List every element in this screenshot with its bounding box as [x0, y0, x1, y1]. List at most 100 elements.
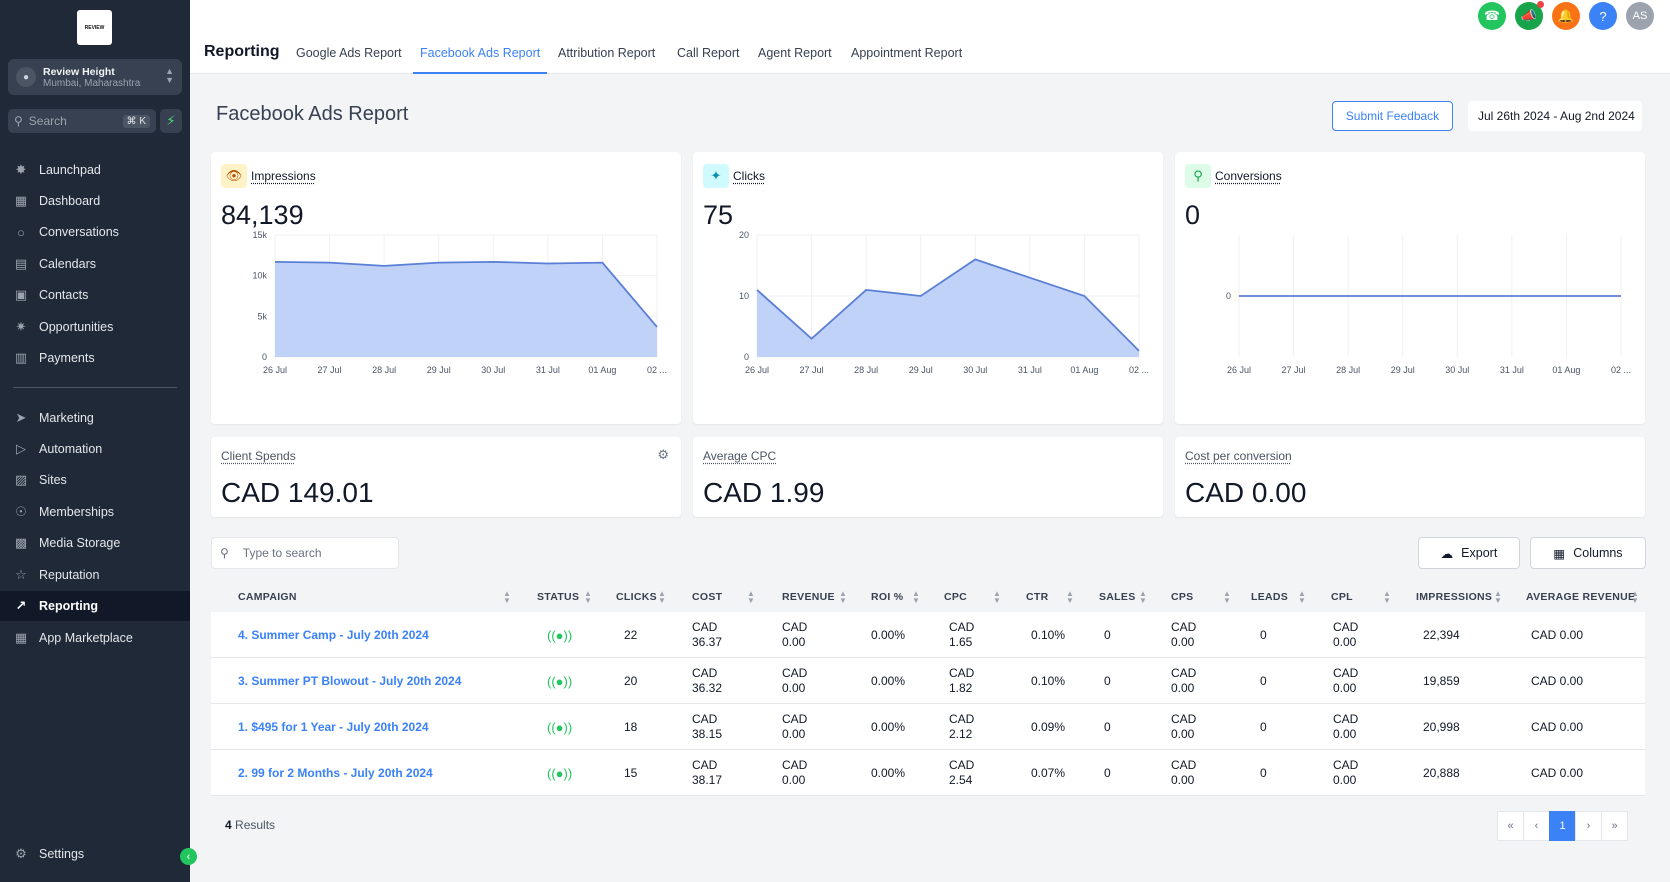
- search-icon: ⚲: [14, 114, 23, 128]
- column-header-status[interactable]: STATUS: [537, 591, 580, 603]
- account-switcher[interactable]: ● Review Height Mumbai, Maharashtra ▲ ▼: [8, 59, 182, 95]
- clicks-label[interactable]: Clicks: [733, 169, 765, 183]
- phone-icon[interactable]: ☎: [1478, 2, 1506, 30]
- tab-attribution-report[interactable]: Attribution Report: [558, 46, 656, 60]
- column-header-leads[interactable]: LEADS: [1251, 591, 1289, 603]
- page-title: Facebook Ads Report: [216, 103, 409, 125]
- sort-icon[interactable]: ▲ ▼: [1494, 589, 1502, 605]
- sort-icon[interactable]: ▲ ▼: [747, 589, 755, 605]
- sort-icon[interactable]: ▲ ▼: [584, 589, 592, 605]
- column-header-sales[interactable]: SALES: [1099, 591, 1136, 603]
- sidebar-item-dashboard[interactable]: ▦ Dashboard: [0, 186, 190, 216]
- tab-facebook-ads-report[interactable]: Facebook Ads Report: [413, 46, 548, 74]
- roi-cell: 0.00%: [871, 765, 906, 780]
- revenue-cell-amount: 0.00: [782, 635, 806, 649]
- sidebar-item-contacts[interactable]: ▣ Contacts: [0, 280, 190, 310]
- sidebar-item-sites[interactable]: ▨ Sites: [0, 465, 190, 495]
- sidebar-item-reporting[interactable]: ↗ Reporting: [0, 591, 190, 621]
- sort-icon[interactable]: ▲ ▼: [503, 589, 511, 605]
- column-header-average-revenue[interactable]: AVERAGE REVENUE: [1526, 591, 1636, 603]
- column-header-revenue[interactable]: REVENUE: [782, 591, 835, 603]
- campaign-link[interactable]: 3. Summer PT Blowout - July 20th 2024: [238, 673, 462, 688]
- column-header-roi[interactable]: ROI %: [871, 591, 904, 603]
- column-header-campaign[interactable]: CAMPAIGN: [238, 591, 297, 603]
- company-logo[interactable]: REVIEW: [77, 10, 112, 45]
- cost-cell-amount: 36.37: [692, 635, 723, 649]
- sidebar-item-media-storage[interactable]: ▩ Media Storage: [0, 528, 190, 558]
- sort-icon[interactable]: ▲ ▼: [1066, 589, 1074, 605]
- sort-icon[interactable]: ▲ ▼: [1223, 589, 1231, 605]
- status-icon[interactable]: ((●)): [547, 765, 573, 781]
- sidebar-item-marketing[interactable]: ➤ Marketing: [0, 403, 190, 433]
- campaign-link[interactable]: 4. Summer Camp - July 20th 2024: [238, 627, 429, 642]
- sort-icon[interactable]: ▲ ▼: [839, 589, 847, 605]
- export-button[interactable]: ☁ Export: [1418, 537, 1520, 569]
- cpl-cell: CAD 0.00: [1333, 750, 1358, 796]
- columns-button[interactable]: ▦ Columns: [1530, 537, 1646, 569]
- sidebar-item-opportunities[interactable]: ✷ Opportunities: [0, 312, 190, 342]
- sidebar-item-conversations[interactable]: ○ Conversations: [0, 217, 190, 247]
- bell-icon[interactable]: 🔔: [1552, 2, 1580, 30]
- gear-icon[interactable]: ⚙: [657, 447, 669, 462]
- sidebar-item-launchpad[interactable]: ✸ Launchpad: [0, 155, 190, 185]
- client-spends-label[interactable]: Client Spends: [221, 449, 296, 463]
- sort-icon[interactable]: ▲ ▼: [1383, 589, 1391, 605]
- sort-icon[interactable]: ▲ ▼: [1631, 589, 1639, 605]
- sidebar-item-app-marketplace[interactable]: ▦ App Marketplace: [0, 623, 190, 653]
- sidebar-item-automation[interactable]: ▷ Automation: [0, 434, 190, 464]
- user-avatar[interactable]: AS: [1626, 2, 1654, 30]
- date-range-picker[interactable]: Jul 26th 2024 - Aug 2nd 2024: [1468, 101, 1642, 131]
- roi-cell: 0.00%: [871, 719, 906, 734]
- status-icon[interactable]: ((●)): [547, 719, 573, 735]
- sidebar-item-settings[interactable]: ⚙ Settings: [0, 839, 190, 869]
- conversions-label[interactable]: Conversions: [1215, 169, 1282, 183]
- campaign-link[interactable]: 2. 99 for 2 Months - July 20th 2024: [238, 765, 433, 780]
- status-icon[interactable]: ((●)): [547, 673, 573, 689]
- sidebar-item-label: Marketing: [39, 411, 94, 425]
- sidebar-item-calendars[interactable]: ▤ Calendars: [0, 249, 190, 279]
- column-header-ctr[interactable]: CTR: [1026, 591, 1049, 603]
- prev-page-button[interactable]: ‹: [1523, 811, 1550, 841]
- tab-appointment-report[interactable]: Appointment Report: [851, 46, 963, 60]
- column-header-impressions[interactable]: IMPRESSIONS: [1416, 591, 1493, 603]
- quick-action-bolt-icon[interactable]: ⚡: [160, 109, 182, 133]
- status-icon[interactable]: ((●)): [547, 627, 573, 643]
- column-header-cpc[interactable]: CPC: [944, 591, 968, 603]
- clicks-cell: 22: [624, 627, 638, 642]
- sort-icon[interactable]: ▲ ▼: [658, 589, 666, 605]
- column-header-clicks[interactable]: CLICKS: [616, 591, 657, 603]
- sidebar-item-memberships[interactable]: ☉ Memberships: [0, 497, 190, 527]
- column-header-cps[interactable]: CPS: [1171, 591, 1194, 603]
- x-tick-label: 30 Jul: [963, 365, 987, 375]
- submit-feedback-button[interactable]: Submit Feedback: [1332, 101, 1453, 131]
- sidebar-search[interactable]: ⚲ Search ⌘ K: [8, 109, 156, 133]
- series-line: [756, 258, 1140, 352]
- tab-agent-report[interactable]: Agent Report: [758, 46, 832, 60]
- cost-per-conversion-label[interactable]: Cost per conversion: [1185, 449, 1292, 463]
- help-icon[interactable]: ?: [1589, 2, 1617, 30]
- revenue-cell-amount: 0.00: [782, 727, 806, 741]
- last-page-button[interactable]: »: [1601, 811, 1628, 841]
- sort-icon[interactable]: ▲ ▼: [912, 589, 920, 605]
- tab-google-ads-report[interactable]: Google Ads Report: [296, 46, 402, 60]
- collapse-sidebar-icon[interactable]: ‹: [180, 848, 197, 865]
- sort-icon[interactable]: ▲ ▼: [993, 589, 1001, 605]
- revenue-cell-amount: 0.00: [782, 681, 806, 695]
- impressions-label[interactable]: Impressions: [251, 169, 316, 183]
- sidebar-item-payments[interactable]: ▥ Payments: [0, 343, 190, 373]
- average-cpc-label[interactable]: Average CPC: [703, 449, 777, 463]
- sort-icon[interactable]: ▲ ▼: [1139, 589, 1147, 605]
- announcement-icon[interactable]: 📣: [1515, 1, 1544, 30]
- page-number-button[interactable]: 1: [1549, 811, 1576, 841]
- table-search-input[interactable]: ⚲ Type to search: [211, 537, 399, 569]
- export-label: Export: [1461, 546, 1498, 560]
- sort-icon[interactable]: ▲ ▼: [1298, 589, 1306, 605]
- next-page-button[interactable]: ›: [1575, 811, 1602, 841]
- sidebar-item-reputation[interactable]: ☆ Reputation: [0, 560, 190, 590]
- tab-call-report[interactable]: Call Report: [677, 46, 740, 60]
- first-page-button[interactable]: «: [1497, 811, 1524, 841]
- campaign-link[interactable]: 1. $495 for 1 Year - July 20th 2024: [238, 719, 429, 734]
- cpc-cell: CAD 1.82: [949, 658, 974, 704]
- column-header-cost[interactable]: COST: [692, 591, 723, 603]
- column-header-cpl[interactable]: CPL: [1331, 591, 1353, 603]
